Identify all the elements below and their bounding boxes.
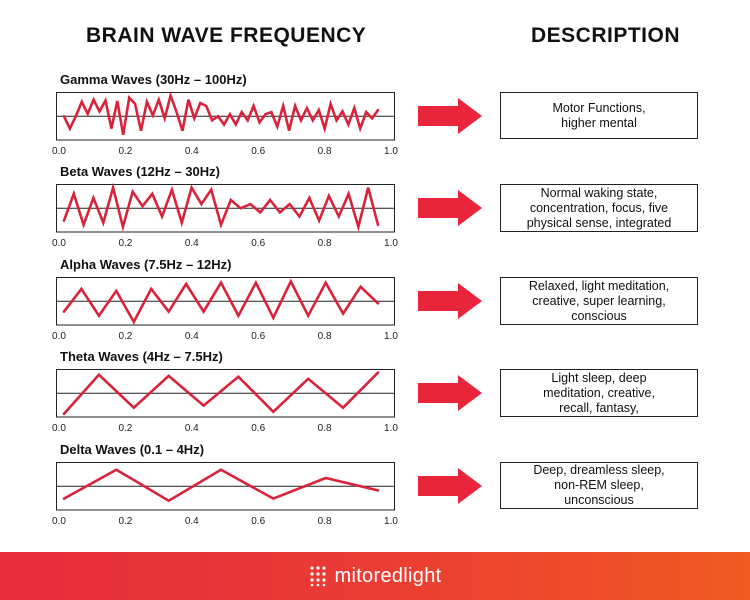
x-tick-label: 0.2: [118, 146, 132, 157]
wave-label: Gamma Waves (30Hz – 100Hz): [60, 72, 247, 87]
x-tick-label: 1.0: [384, 423, 398, 434]
x-tick-label: 0.6: [251, 516, 265, 527]
x-tick-label: 0.0: [52, 331, 66, 342]
right-arrow-icon: [418, 190, 482, 226]
x-tick-label: 0.2: [118, 423, 132, 434]
x-tick-label: 0.6: [251, 238, 265, 249]
wave-plot: 0.0 0.2 0.4 0.6 0.8 1.0: [52, 91, 398, 157]
description-box: Normal waking state, concentration, focus…: [500, 184, 698, 232]
description-box: Motor Functions, higher mental: [500, 92, 698, 139]
wave-label: Beta Waves (12Hz – 30Hz): [60, 164, 220, 179]
wave-line: [62, 371, 380, 416]
x-tick-label: 0.0: [52, 146, 66, 157]
description-line: Relaxed, light meditation,: [528, 278, 670, 293]
description-line: creative, super learning,: [532, 293, 666, 308]
description-line: Motor Functions,: [552, 100, 646, 115]
wave-line: [62, 278, 380, 325]
wave-plot: 0.0 0.2 0.4 0.6 0.8 1.0: [52, 462, 398, 527]
right-arrow-icon: [418, 467, 482, 504]
left-column-title: BRAIN WAVE FREQUENCY: [86, 24, 367, 47]
right-column-title: DESCRIPTION: [531, 24, 681, 47]
x-tick-label: 0.4: [185, 238, 199, 249]
x-tick-label: 0.4: [185, 331, 199, 342]
x-tick-label: 0.4: [185, 516, 199, 527]
x-tick-label: 1.0: [384, 146, 398, 157]
x-tick-label: 1.0: [384, 238, 398, 249]
wave-label: Theta Waves (4Hz – 7.5Hz): [60, 349, 223, 364]
wave-line: [62, 91, 380, 136]
dot-grid-icon: [309, 566, 326, 587]
x-tick-label: 0.8: [318, 516, 332, 527]
right-arrow-icon: [418, 375, 482, 411]
description-line: non-REM sleep,: [554, 478, 644, 492]
description-line: recall, fantasy,: [559, 400, 639, 415]
wave-plot: 0.0 0.2 0.4 0.6 0.8 1.0: [52, 277, 398, 342]
x-tick-label: 0.4: [185, 146, 199, 157]
wave-plot: 0.0 0.2 0.4 0.6 0.8 1.0: [52, 182, 398, 249]
wave-label: Delta Waves (0.1 – 4Hz): [60, 442, 205, 457]
description-line: unconscious: [564, 493, 634, 507]
right-arrow-icon: [418, 283, 482, 319]
description-line: Normal waking state,: [540, 185, 658, 200]
x-tick-label: 1.0: [384, 331, 398, 342]
x-tick-label: 0.0: [52, 423, 66, 434]
wave-line: [62, 182, 380, 232]
footer-banner: mitoredlight: [0, 552, 750, 600]
description-line: conscious: [571, 308, 627, 323]
x-tick-label: 0.4: [185, 423, 199, 434]
description-line: higher mental: [561, 115, 637, 130]
right-arrow-icon: [418, 97, 482, 134]
x-tick-label: 0.2: [118, 331, 132, 342]
wave-plot: 0.0 0.2 0.4 0.6 0.8 1.0: [52, 369, 398, 434]
x-tick-label: 0.6: [251, 331, 265, 342]
x-tick-label: 0.8: [318, 331, 332, 342]
x-tick-label: 0.2: [118, 238, 132, 249]
description-box: Deep, dreamless sleep, non-REM sleep, unco…: [500, 462, 698, 509]
description-line: physical sense, integrated: [526, 215, 672, 230]
wave-line: [62, 468, 380, 503]
x-tick-label: 0.6: [251, 423, 265, 434]
description-line: Deep, dreamless sleep,: [533, 463, 665, 477]
description-line: Light sleep, deep: [551, 370, 647, 385]
x-tick-label: 0.6: [251, 146, 265, 157]
brand-name: mitoredlight: [334, 564, 442, 587]
wave-label: Alpha Waves (7.5Hz – 12Hz): [60, 257, 232, 272]
description-box: Relaxed, light meditation, creative, supe…: [500, 277, 698, 325]
x-tick-label: 1.0: [384, 516, 398, 527]
x-tick-label: 0.0: [52, 238, 66, 249]
description-line: concentration, focus, five: [529, 200, 669, 215]
x-tick-label: 0.2: [118, 516, 132, 527]
description-box: Light sleep, deep meditation, creative, re…: [500, 369, 698, 417]
x-tick-label: 0.0: [52, 516, 66, 527]
x-tick-label: 0.8: [318, 238, 332, 249]
description-line: meditation, creative,: [543, 385, 655, 400]
x-tick-label: 0.8: [318, 146, 332, 157]
x-tick-label: 0.8: [318, 423, 332, 434]
